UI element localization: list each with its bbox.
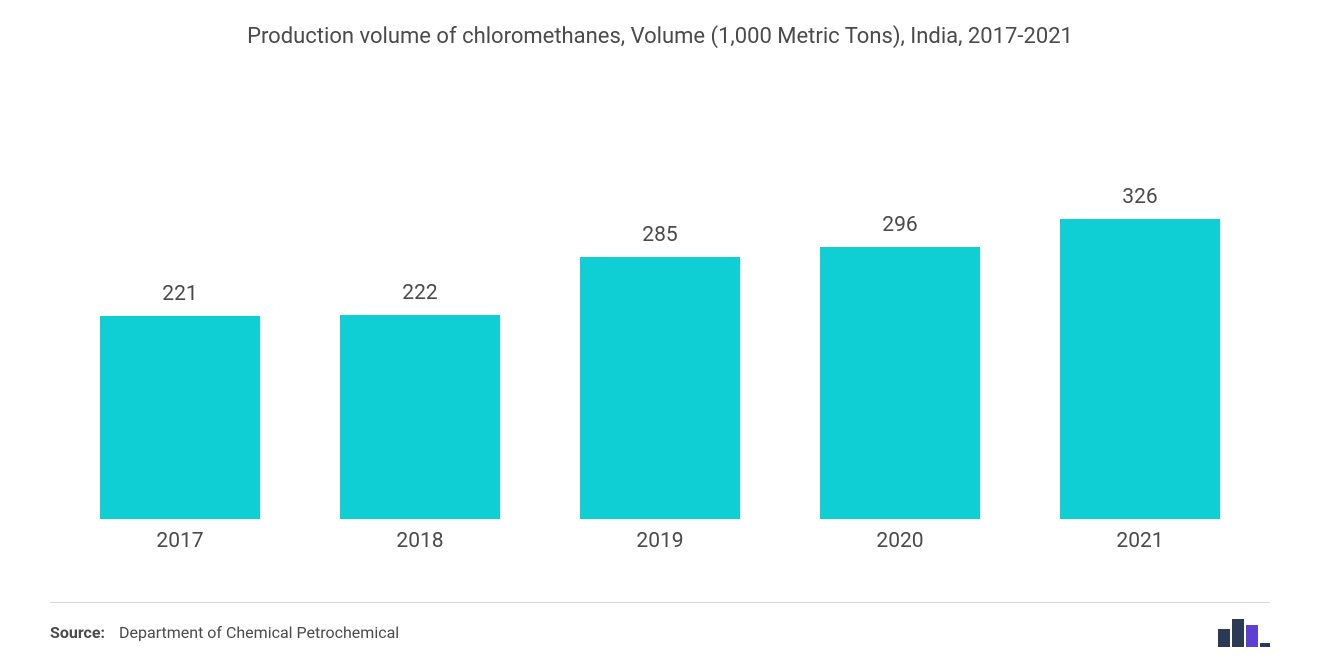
chart-container: Production volume of chloromethanes, Vol… (0, 0, 1320, 665)
chart-footer: Source: Department of Chemical Petrochem… (50, 602, 1270, 647)
mordor-logo-icon (1218, 617, 1270, 647)
bar-value: 326 (1122, 185, 1157, 209)
source-line: Source: Department of Chemical Petrochem… (50, 623, 399, 642)
bars-row: 221 222 285 296 326 (50, 79, 1270, 519)
bar (580, 257, 740, 519)
x-label: 2018 (300, 529, 540, 553)
plot-area: 221 222 285 296 326 2017 2018 20 (50, 79, 1270, 549)
source-label: Source: (50, 623, 105, 642)
x-label: 2017 (60, 529, 300, 553)
bar-group-0: 221 (60, 282, 300, 519)
bar-group-4: 326 (1020, 185, 1260, 519)
bar (1060, 219, 1220, 519)
x-axis-labels: 2017 2018 2019 2020 2021 (50, 519, 1270, 553)
bar (340, 315, 500, 519)
source-text: Department of Chemical Petrochemical (119, 623, 399, 642)
x-label: 2019 (540, 529, 780, 553)
bar (820, 247, 980, 519)
x-label: 2021 (1020, 529, 1260, 553)
bar-value: 221 (162, 282, 197, 306)
bar (100, 316, 260, 519)
bar-group-3: 296 (780, 213, 1020, 519)
bar-value: 285 (642, 223, 677, 247)
bar-value: 222 (402, 281, 437, 305)
x-label: 2020 (780, 529, 1020, 553)
bar-value: 296 (882, 213, 917, 237)
chart-title: Production volume of chloromethanes, Vol… (50, 24, 1270, 49)
bar-group-2: 285 (540, 223, 780, 519)
bar-group-1: 222 (300, 281, 540, 519)
